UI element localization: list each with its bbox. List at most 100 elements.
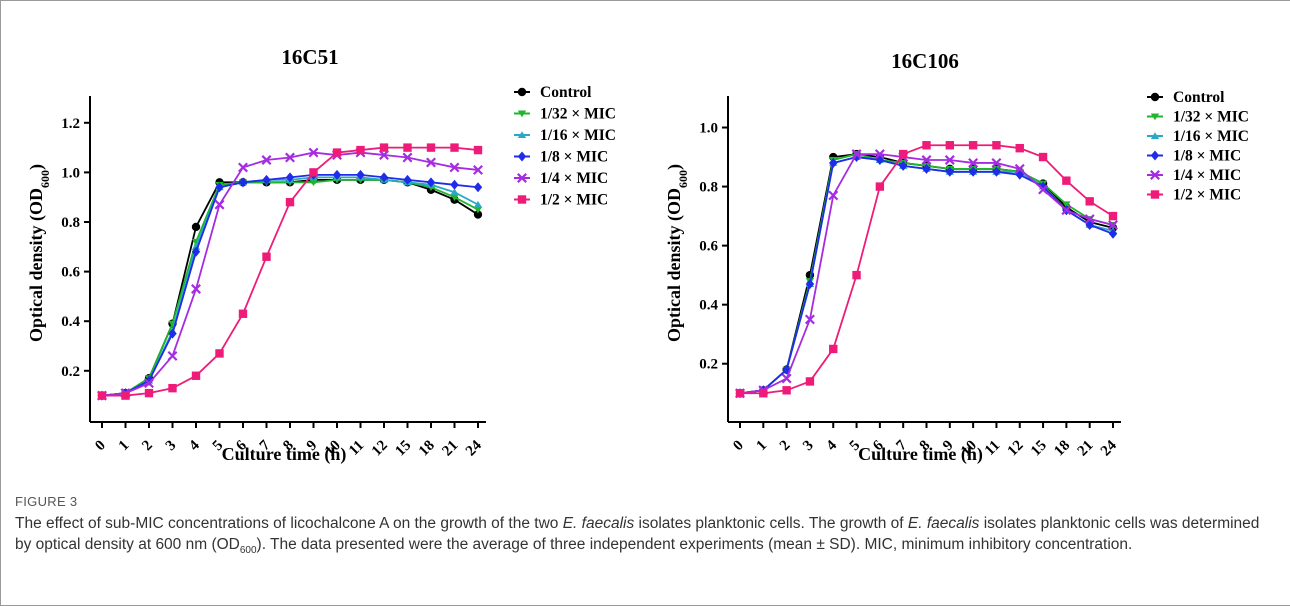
x-tick-label: 15 bbox=[392, 438, 414, 460]
x-tick-label: 24 bbox=[1098, 437, 1120, 459]
data-point-1-2xmic bbox=[332, 148, 342, 157]
data-point-1-8xmic bbox=[403, 174, 412, 185]
legend-marker-1-4xmic bbox=[1150, 170, 1160, 180]
x-tick-label: 3 bbox=[163, 438, 180, 455]
data-point-1-2xmic bbox=[215, 349, 224, 358]
data-point-1-4xmic bbox=[1108, 219, 1118, 230]
y-axis-label: Optical density (OD600) bbox=[26, 164, 52, 342]
data-point-control bbox=[191, 222, 201, 232]
data-point-1-8xmic bbox=[332, 169, 342, 180]
legend-marker-1-8xmic bbox=[517, 151, 527, 162]
data-point-1-4xmic bbox=[402, 152, 413, 163]
x-tick-label: 2 bbox=[139, 438, 156, 455]
data-point-1-8xmic bbox=[450, 179, 459, 190]
data-point-1-16xmic bbox=[473, 200, 483, 208]
data-point-1-2xmic bbox=[1062, 176, 1071, 185]
legend-marker-1-8xmic bbox=[1150, 150, 1160, 161]
data-point-1-4xmic bbox=[968, 157, 979, 168]
data-point-1-2xmic bbox=[945, 141, 955, 150]
y-tick-label: 0.6 bbox=[699, 239, 718, 255]
data-point-1-4xmic bbox=[285, 152, 295, 163]
data-point-1-2xmic bbox=[97, 391, 107, 400]
caption-text: The effect of sub-MIC concentrations of … bbox=[15, 513, 1270, 561]
data-point-1-8xmic bbox=[805, 279, 815, 289]
legend-marker-control bbox=[1150, 92, 1160, 102]
legend-marker-1-16xmic bbox=[517, 131, 527, 138]
y-axis-label-main: Optical density (OD bbox=[26, 188, 47, 342]
data-point-1-4xmic bbox=[238, 162, 248, 173]
data-point-1-8xmic bbox=[285, 172, 295, 183]
data-point-1-4xmic bbox=[1084, 214, 1095, 225]
data-point-1-4xmic bbox=[144, 378, 154, 389]
data-point-1-2xmic bbox=[922, 141, 931, 150]
data-point-1-4xmic bbox=[167, 350, 178, 361]
caption-part: The effect of sub-MIC concentrations of … bbox=[15, 515, 563, 532]
y-axis-label-main: Optical density (OD bbox=[664, 188, 685, 342]
legend-marker-1-32xmic bbox=[1150, 113, 1160, 121]
legend-label: 1/2 × MIC bbox=[540, 192, 608, 209]
x-tick-label: 12 bbox=[1005, 438, 1027, 460]
series-line-control bbox=[739, 153, 1114, 395]
data-point-1-32xmic bbox=[450, 194, 459, 201]
x-tick-label: 21 bbox=[1075, 438, 1097, 460]
y-tick-label: 0.4 bbox=[699, 298, 718, 314]
data-point-1-4xmic bbox=[214, 199, 225, 210]
data-point-1-8xmic bbox=[356, 169, 365, 180]
x-tick-label: 21 bbox=[439, 438, 461, 460]
y-tick-label: 1.2 bbox=[61, 116, 80, 132]
data-point-1-2xmic bbox=[168, 383, 177, 393]
data-point-1-8xmic bbox=[922, 163, 931, 174]
caption-species: E. faecalis bbox=[562, 515, 635, 532]
data-point-1-8xmic bbox=[1038, 181, 1048, 192]
caption-species: E. faecalis bbox=[907, 515, 980, 532]
legend-label: 1/8 × MIC bbox=[1173, 148, 1241, 165]
data-point-1-8xmic bbox=[426, 177, 436, 188]
legend-marker-1-16xmic bbox=[1150, 132, 1160, 139]
data-point-1-8xmic bbox=[992, 166, 1001, 177]
y-tick-label: 0.2 bbox=[61, 364, 80, 380]
legend-label: 1/16 × MIC bbox=[1173, 128, 1249, 145]
data-point-1-4xmic bbox=[1038, 184, 1049, 195]
y-tick-label: 1.0 bbox=[699, 121, 718, 137]
x-tick-label: 15 bbox=[1028, 438, 1050, 460]
y-axis-label-sub: 600 bbox=[676, 170, 690, 188]
data-point-1-2xmic bbox=[805, 377, 815, 386]
y-tick-label: 0.2 bbox=[699, 357, 718, 373]
caption-part: isolates planktonic cells was determined… bbox=[15, 515, 1260, 553]
data-point-1-2xmic bbox=[968, 141, 978, 150]
data-point-1-4xmic bbox=[473, 164, 483, 175]
data-point-1-2xmic bbox=[309, 168, 318, 177]
data-point-1-2xmic bbox=[852, 270, 861, 280]
data-point-1-8xmic bbox=[968, 166, 978, 177]
data-point-1-2xmic bbox=[473, 145, 483, 155]
data-point-1-2xmic bbox=[898, 149, 908, 159]
x-tick-label: 4 bbox=[823, 437, 840, 454]
caption-part: ). The data presented were the average o… bbox=[256, 536, 1133, 553]
x-tick-label: 18 bbox=[1051, 438, 1073, 460]
data-point-1-8xmic bbox=[898, 160, 908, 171]
data-point-1-2xmic bbox=[403, 143, 412, 152]
series-line-1-8xmic bbox=[739, 156, 1114, 395]
data-point-1-2xmic bbox=[238, 309, 248, 318]
data-point-1-4xmic bbox=[191, 283, 201, 294]
legend-label: 1/32 × MIC bbox=[540, 106, 616, 123]
data-point-1-2xmic bbox=[285, 197, 295, 207]
data-point-1-16xmic bbox=[450, 188, 459, 196]
data-point-1-4xmic bbox=[379, 150, 389, 161]
x-tick-label: 2 bbox=[777, 438, 794, 455]
y-axis-label-end: ) bbox=[664, 164, 685, 170]
chart-title: 16C51 bbox=[281, 45, 338, 69]
x-tick-label: 0 bbox=[92, 438, 109, 455]
legend-label: Control bbox=[540, 84, 592, 101]
data-point-1-2xmic bbox=[992, 141, 1001, 150]
y-axis-label-sub: 600 bbox=[38, 170, 52, 188]
series-line-1-4xmic bbox=[739, 153, 1114, 395]
caption-part: isolates planktonic cells. The growth of bbox=[634, 515, 908, 532]
data-point-1-4xmic bbox=[851, 149, 862, 160]
data-point-1-2xmic bbox=[829, 344, 838, 354]
caption-subscript: 600 bbox=[239, 545, 257, 557]
legend-marker-1-4xmic bbox=[517, 173, 527, 183]
x-tick-label: 11 bbox=[346, 438, 367, 459]
